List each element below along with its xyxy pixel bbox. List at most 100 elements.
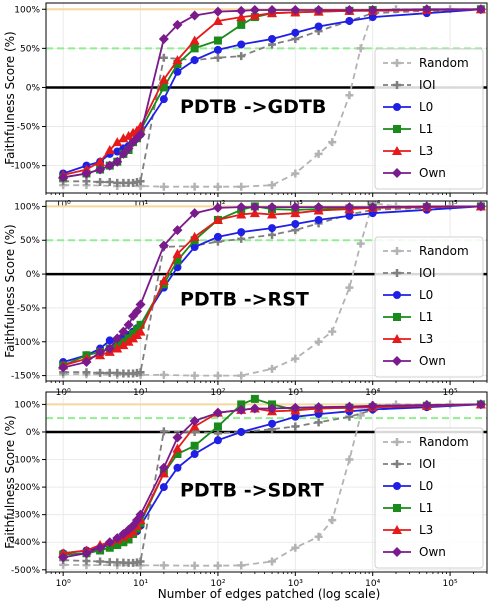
panel-title: PDTB ->SDRT — [180, 479, 324, 501]
legend-marker-random — [393, 59, 401, 67]
legend-marker-ioi — [393, 269, 401, 277]
y-tick-label: -50% — [17, 123, 41, 133]
point-l1 — [159, 83, 168, 92]
point-own — [81, 168, 92, 179]
point-ioi — [314, 418, 323, 427]
point-ioi — [159, 53, 168, 62]
point-ioi — [268, 230, 277, 239]
legend-marker-l3 — [392, 334, 402, 343]
point-l0 — [159, 483, 168, 492]
y-axis-label: Faithfulness Score (%) — [3, 415, 17, 548]
point-own — [212, 407, 223, 418]
point-random — [268, 181, 277, 190]
y-tick-label: -100% — [11, 162, 40, 172]
legend: Random IOI L0 L1 L3 Own — [374, 48, 484, 190]
point-l1 — [173, 450, 182, 459]
point-l0 — [213, 436, 222, 445]
point-l3 — [104, 144, 115, 154]
point-ioi — [105, 558, 114, 567]
point-own — [95, 346, 106, 357]
legend-marker-l0 — [393, 291, 401, 299]
chart-panel-1: 10⁰10¹10²10³10⁴10⁵-100%-50%0%50%100%Fait… — [3, 2, 488, 210]
point-random — [213, 371, 222, 380]
point-l1 — [250, 394, 259, 403]
y-tick-label: -100% — [11, 338, 40, 348]
point-own — [58, 172, 69, 183]
point-l0 — [173, 67, 182, 76]
point-l3 — [212, 214, 223, 224]
point-own — [81, 357, 92, 368]
point-own — [421, 399, 432, 410]
point-l3 — [236, 12, 247, 22]
legend-marker-random — [393, 247, 401, 255]
y-tick-label: 0% — [26, 428, 41, 438]
y-tick-label: -150% — [11, 372, 40, 382]
point-l1 — [105, 543, 114, 552]
point-l0 — [190, 243, 199, 252]
point-l3 — [267, 209, 278, 219]
y-tick-label: -200% — [11, 483, 40, 493]
point-l3 — [189, 231, 200, 241]
point-own — [112, 156, 123, 167]
point-l3 — [123, 336, 134, 346]
point-ioi — [213, 429, 222, 438]
legend-marker-own — [392, 356, 402, 366]
point-l1 — [133, 325, 142, 334]
legend-box — [374, 427, 484, 569]
point-own — [135, 129, 146, 140]
panel-title: PDTB ->RST — [180, 288, 309, 310]
point-l0 — [268, 419, 277, 428]
point-own — [249, 5, 260, 16]
legend-label-l0: L0 — [419, 100, 433, 114]
point-l1 — [237, 400, 246, 409]
point-own — [344, 202, 355, 213]
legend: Random IOI L0 L1 L3 Own — [374, 236, 484, 378]
y-tick-label: -300% — [11, 511, 40, 521]
legend-label-own: Own — [419, 354, 446, 368]
legend: Random IOI L0 L1 L3 Own — [374, 427, 484, 569]
point-own — [95, 542, 106, 553]
legend-label-l3: L3 — [419, 523, 433, 537]
y-tick-label: -100% — [11, 456, 40, 466]
point-own — [172, 19, 183, 30]
point-own — [421, 201, 432, 212]
point-random — [159, 182, 168, 191]
point-own — [118, 326, 129, 337]
point-l0 — [105, 336, 114, 345]
legend-marker-random — [393, 438, 401, 446]
point-l1 — [213, 36, 222, 45]
point-own — [267, 403, 278, 414]
point-l1 — [113, 540, 122, 549]
legend-label-l3: L3 — [419, 144, 433, 158]
axes-frame — [45, 200, 488, 382]
legend-label-l1: L1 — [419, 501, 433, 515]
point-own — [475, 4, 486, 15]
point-l3 — [118, 340, 129, 350]
point-l3 — [172, 55, 183, 65]
legend-label-ioi: IOI — [419, 78, 436, 92]
point-ioi — [82, 556, 91, 565]
legend-label-l3: L3 — [419, 332, 433, 346]
chart-panel-2: 10⁰ 10¹ 10² 10³ 10⁴ 10⁵-150%-100%-50%0%50%100… — [3, 200, 488, 398]
point-random — [159, 370, 168, 379]
y-tick-label: -500% — [11, 566, 40, 576]
point-l0 — [291, 220, 300, 229]
point-l0 — [213, 232, 222, 241]
point-own — [104, 160, 115, 171]
point-random — [328, 138, 337, 147]
point-own — [58, 362, 69, 373]
point-random — [268, 364, 277, 373]
point-l3 — [112, 137, 123, 147]
point-own — [313, 202, 324, 213]
legend-box — [374, 236, 484, 378]
point-random — [291, 543, 300, 552]
point-l3 — [172, 248, 183, 258]
point-random — [268, 557, 277, 566]
y-axis-label: Faithfulness Score (%) — [3, 31, 17, 164]
point-random — [345, 91, 354, 100]
legend-marker-l1 — [393, 313, 401, 321]
point-own — [367, 400, 378, 411]
point-l0 — [314, 22, 323, 31]
y-tick-label: 50% — [20, 236, 40, 246]
point-l0 — [291, 28, 300, 37]
